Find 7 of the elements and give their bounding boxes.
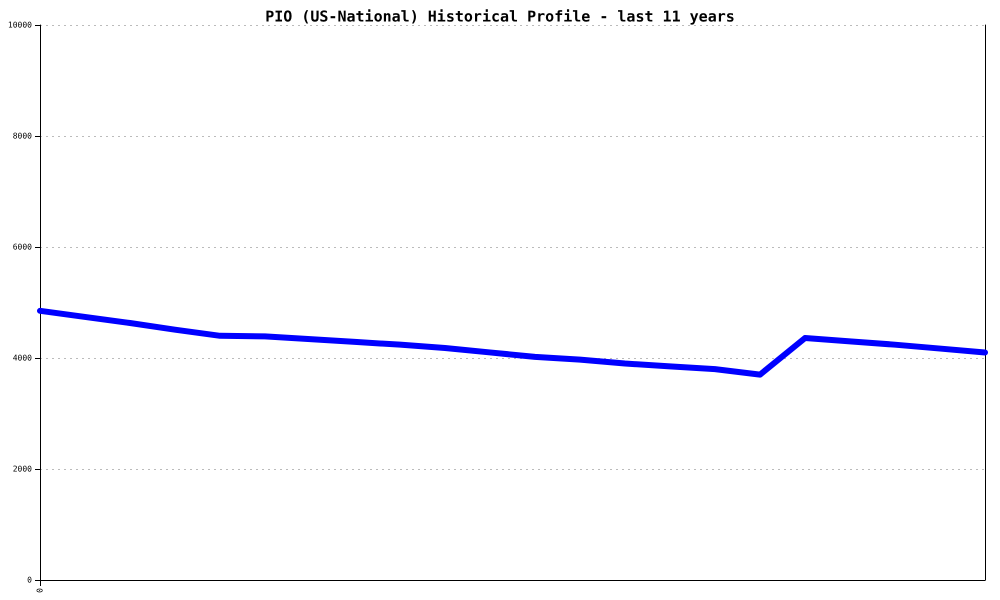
y-tick-label: 8000 bbox=[12, 132, 32, 140]
y-tick-label: 10000 bbox=[8, 20, 32, 30]
y-tick-label: 2000 bbox=[12, 464, 32, 474]
y-tick-label: 4000 bbox=[12, 354, 32, 362]
y-tick-label: 6000 bbox=[12, 242, 32, 252]
category-label: 0 bbox=[36, 588, 44, 593]
chart-title: PIO (US-National) Historical Profile - last 11 years bbox=[265, 8, 735, 26]
